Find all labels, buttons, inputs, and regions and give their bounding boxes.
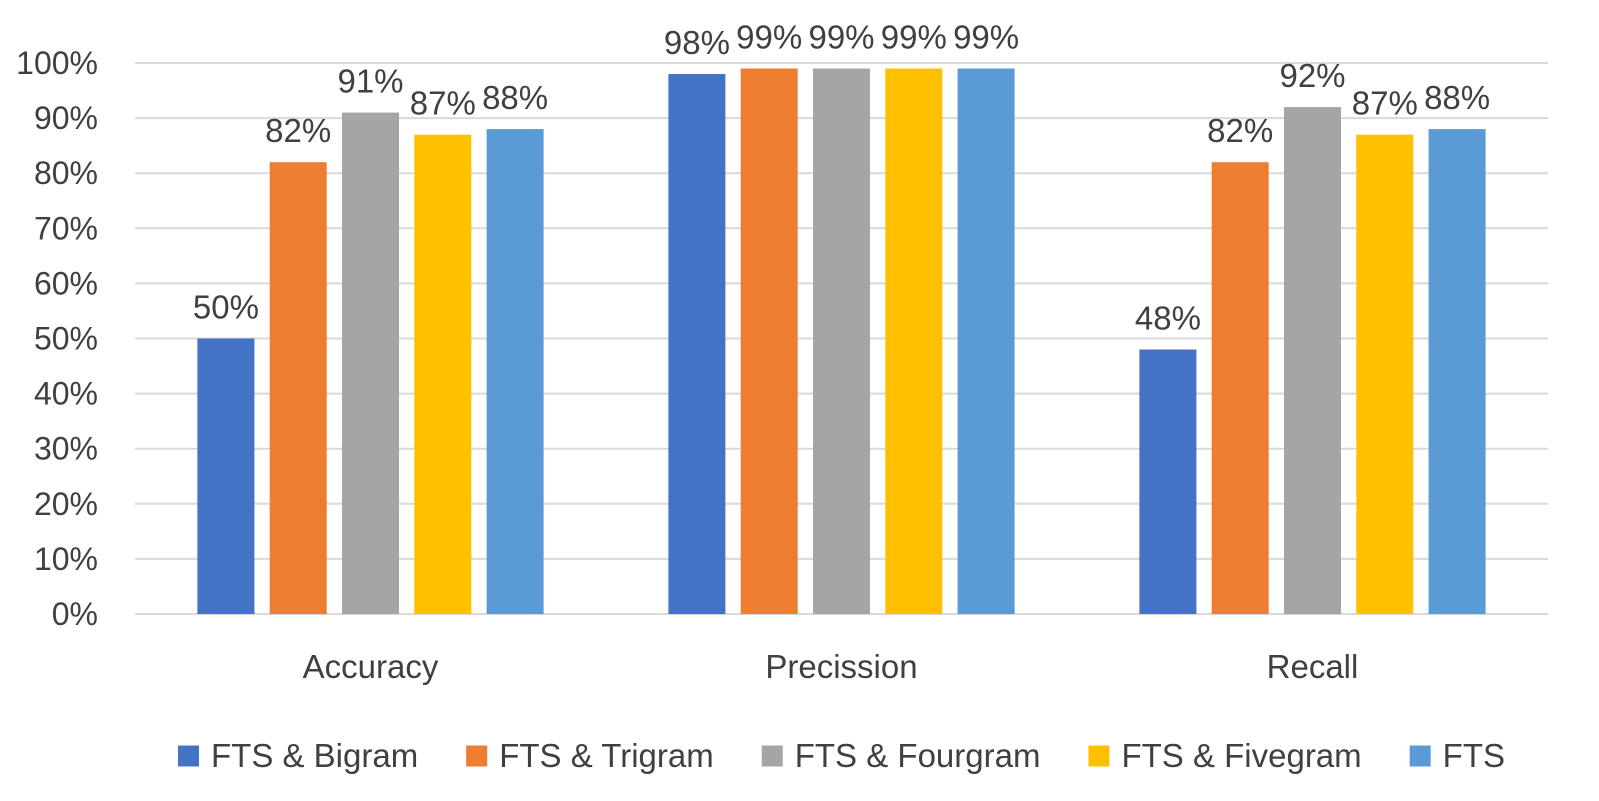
bar [1428,129,1486,614]
bar [342,112,399,614]
bar [486,129,544,614]
legend-swatch [1088,745,1110,767]
data-label: 50% [193,289,259,326]
legend-label: FTS & Fourgram [795,737,1041,774]
data-label: 88% [482,79,548,116]
y-tick-label: 80% [34,155,98,191]
data-label: 99% [953,19,1019,56]
data-label: 99% [736,19,802,56]
bar [1284,107,1341,614]
data-label: 82% [265,112,331,149]
category-label: Accuracy [303,648,439,685]
legend-label: FTS & Bigram [211,737,418,774]
legend: FTS & Bigram FTS & Trigram FTS & Fourgram F… [178,737,1505,774]
data-label: 91% [337,63,403,100]
y-tick-label: 50% [34,321,98,357]
bar [813,68,870,614]
y-tick-label: 10% [34,541,98,577]
data-label: 82% [1207,112,1273,149]
bar [414,134,472,614]
y-tick-label: 30% [34,431,98,467]
bar [957,68,1015,614]
y-tick-label: 0% [52,596,98,632]
data-label: 98% [664,24,730,61]
bar [1139,349,1197,614]
y-tick-label: 100% [16,45,98,81]
bars [197,68,1486,614]
y-tick-label: 60% [34,265,98,301]
legend-label: FTS [1443,737,1505,774]
data-label: 48% [1135,300,1201,337]
data-label: 87% [410,85,476,122]
y-tick-label: 90% [34,100,98,136]
category-label: Recall [1267,648,1359,685]
bar [197,338,255,614]
y-axis-tick-labels: 0% 10% 20% 30% 40% 50% 60% 70% 80% 90% 100% [16,45,98,632]
legend-swatch [1409,745,1431,767]
data-labels: 50%82%91%87% 88%98% 99% 99% 99% 99%48%82%92%8… [193,19,1490,337]
y-tick-label: 70% [34,210,98,246]
bar [668,74,726,614]
data-label: 87% [1352,85,1418,122]
y-tick-label: 20% [34,486,98,522]
bar [1211,162,1269,614]
bar [1356,134,1414,614]
legend-swatch [466,745,488,767]
data-label: 99% [881,19,947,56]
data-label: 99% [808,19,874,56]
legend-label: FTS & Trigram [499,737,714,774]
bar [269,162,327,614]
legend-label: FTS & Fivegram [1121,737,1361,774]
y-tick-label: 40% [34,376,98,412]
legend-swatch [178,745,200,767]
bar [740,68,798,614]
category-label: Precission [765,648,917,685]
data-label: 92% [1279,57,1345,94]
category-labels: Accuracy Precission Recall [303,648,1359,685]
legend-swatch [761,745,783,767]
bar [885,68,943,614]
data-label: 88% [1424,79,1490,116]
